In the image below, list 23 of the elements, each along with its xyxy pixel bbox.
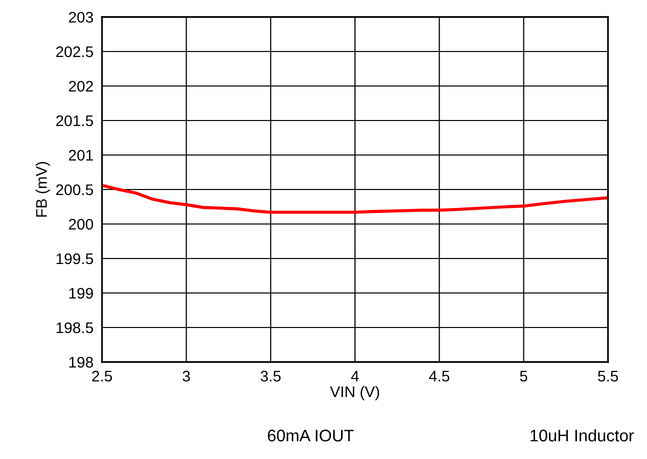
line-series xyxy=(102,184,608,214)
x-tick-label: 3.5 xyxy=(260,370,281,382)
x-tick-label: 4 xyxy=(351,370,359,382)
y-tick-label: 201.5 xyxy=(56,115,94,126)
y-tick-label: 202 xyxy=(68,80,93,92)
y-tick-label: 199 xyxy=(69,288,93,299)
y-axis-title: FB (mV) xyxy=(36,162,50,217)
y-tick-label: 203 xyxy=(68,12,93,23)
y-tick-label: 199.5 xyxy=(56,253,94,264)
y-tick-label: 200 xyxy=(68,218,94,230)
x-tick-label: 3 xyxy=(182,370,190,382)
y-tick-label: 200.5 xyxy=(56,184,94,196)
y-tick-label: 198.5 xyxy=(56,322,94,334)
x-tick-label: 2.5 xyxy=(92,370,112,382)
x-tick-label: 4.5 xyxy=(429,370,450,382)
y-tick-label: 201 xyxy=(68,150,93,161)
x-tick-label: 5.5 xyxy=(598,370,618,382)
text: 60mA IOUT xyxy=(268,430,354,442)
x-axis-title: VIN (V) xyxy=(330,386,380,400)
text: 10uH Inductor xyxy=(530,429,634,442)
y-tick-label: 198 xyxy=(69,356,94,368)
x-tick-label: 5 xyxy=(520,370,528,382)
y-tick-label: 202.5 xyxy=(56,46,94,58)
